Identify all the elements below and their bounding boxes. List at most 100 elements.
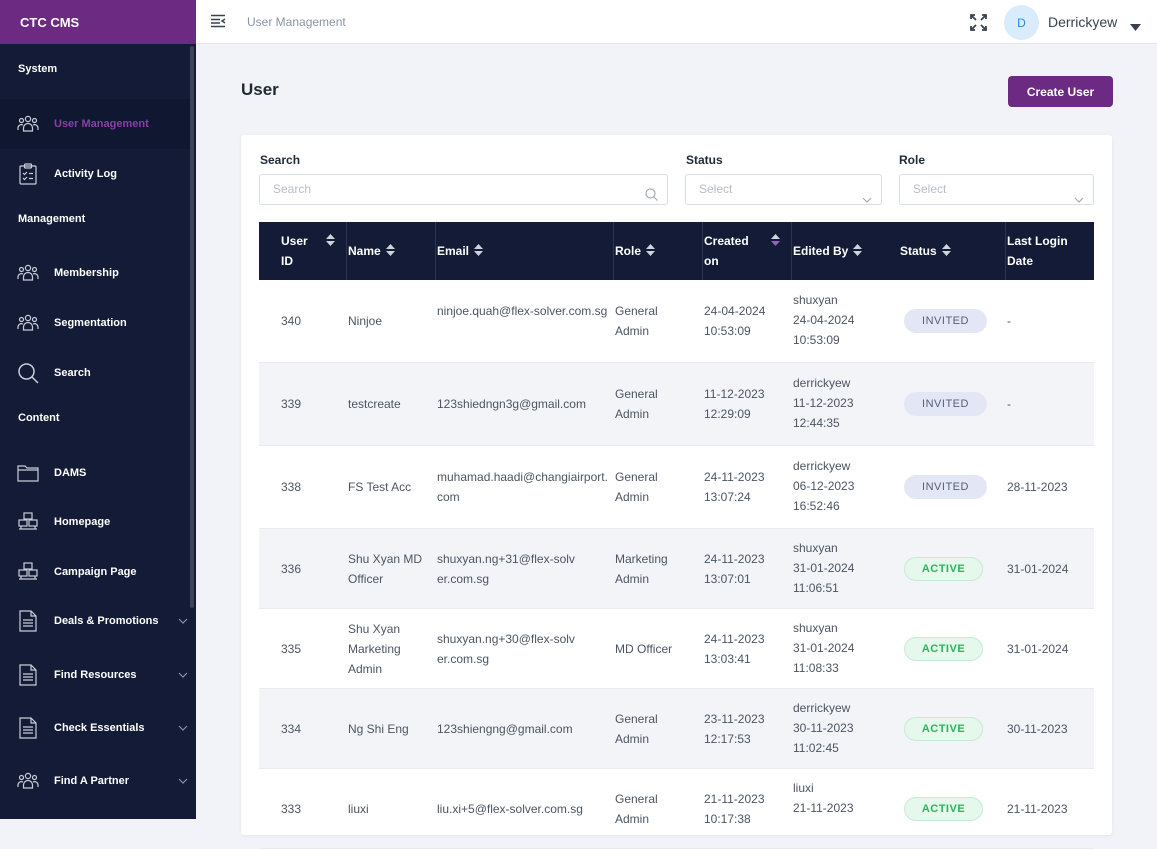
sidebar-item-label: Deals & Promotions (54, 615, 159, 627)
status-select[interactable]: Select (685, 174, 882, 205)
column-role[interactable]: Role (615, 241, 656, 262)
sort-icon[interactable] (326, 232, 335, 252)
column-status[interactable]: Status (900, 241, 951, 262)
role-select[interactable]: Select (899, 174, 1094, 205)
sidebar-scrollbar[interactable] (190, 46, 194, 608)
sort-icon (646, 242, 656, 262)
status-badge: ACTIVE (904, 637, 983, 661)
document-icon (17, 610, 39, 632)
cell-last-login: 31-01-2024 (1007, 562, 1069, 576)
cell-email: shuxyan.ng+31@flex-solver.com.sg (437, 552, 575, 586)
user-name[interactable]: Derrickyew (1048, 14, 1118, 30)
cell-email: 123shiengng@gmail.com (437, 722, 573, 736)
sidebar-item-find-resources[interactable]: Find Resources (0, 650, 190, 700)
status-badge: INVITED (904, 475, 987, 499)
status-badge: ACTIVE (904, 717, 983, 741)
table-row[interactable]: 339 testcreate 123shiedngn3g@gmail.com G… (259, 363, 1094, 446)
chevron-down-icon[interactable] (178, 775, 188, 787)
menu-toggle-icon[interactable] (210, 14, 226, 33)
sidebar-item-deals-promotions[interactable]: Deals & Promotions (0, 596, 190, 646)
cell-user-id: 336 (281, 562, 302, 576)
edited-on-date: 31-01-2024 11:08:33 (793, 641, 855, 675)
search-input[interactable]: Search (259, 174, 668, 205)
section-content: Content (18, 412, 60, 424)
sidebar-item-membership[interactable]: Membership (0, 248, 190, 298)
sidebar-item-search[interactable]: Search (0, 348, 190, 398)
table-row[interactable]: 338 FS Test Acc muhamad.haadi@changiairp… (259, 446, 1094, 529)
cell-name: Shu Xyan Marketing Admin (348, 622, 401, 676)
cell-role: General Admin (615, 470, 658, 504)
section-management: Management (18, 213, 86, 225)
status-badge: ACTIVE (904, 557, 983, 581)
sidebar-item-dams[interactable]: DAMS (0, 448, 190, 498)
chevron-down-icon[interactable] (178, 615, 188, 627)
sort-icon (941, 242, 951, 262)
edited-on-date: 30-11-2023 11:02:45 (793, 721, 854, 755)
chevron-down-icon (1074, 185, 1084, 214)
sidebar: CTC CMS System User Management Activity … (0, 0, 196, 819)
sidebar-item-check-essentials[interactable]: Check Essentials (0, 703, 190, 753)
sidebar-item-label: Homepage (54, 516, 111, 528)
edited-by-user: derrickyew (793, 701, 851, 715)
table-row[interactable]: 336 Shu Xyan MD Officer shuxyan.ng+31@fl… (259, 529, 1094, 609)
table-row[interactable]: 333 liuxi liu.xi+5@flex-solver.com.sg Ge… (259, 769, 1094, 849)
sidebar-item-campaign-page[interactable]: Campaign Page (0, 547, 190, 597)
sort-desc-icon[interactable] (771, 232, 780, 252)
table-row[interactable]: 335 Shu Xyan Marketing Admin shuxyan.ng+… (259, 609, 1094, 689)
document-icon (17, 664, 39, 686)
status-badge: ACTIVE (904, 797, 983, 821)
caret-down-icon[interactable] (1130, 18, 1141, 36)
table-row[interactable]: 340 Ninjoe ninjoe.quah@flex-solver.com.s… (259, 280, 1094, 363)
column-created-on[interactable]: Created on (704, 234, 749, 268)
cell-edited-by: derrickyew 30-11-2023 11:02:45 (793, 698, 865, 758)
sidebar-item-label: Segmentation (54, 317, 127, 329)
sidebar-item-user-management[interactable]: User Management (0, 99, 190, 149)
column-last-login-date[interactable]: Last Login Date (1007, 234, 1068, 268)
cell-user-id: 338 (281, 480, 302, 494)
cell-email: 123shiedngn3g@gmail.com (437, 397, 586, 411)
chevron-down-icon[interactable] (178, 669, 188, 681)
cell-edited-by: derrickyew 11-12-2023 12:44:35 (793, 373, 865, 433)
sidebar-item-activity-log[interactable]: Activity Log (0, 149, 190, 199)
cell-created-on: 11-12-2023 12:29:09 (704, 387, 765, 421)
cell-last-login: 31-01-2024 (1007, 642, 1069, 656)
clipboard-icon (17, 163, 39, 185)
sort-icon (474, 242, 484, 262)
cell-last-login: - (1007, 397, 1011, 411)
cell-email: ninjoe.quah@flex-solver.com.sg (437, 304, 608, 318)
chevron-down-icon[interactable] (178, 722, 188, 734)
cell-last-login: - (1007, 314, 1011, 328)
cell-last-login: 21-11-2023 (1007, 802, 1068, 816)
edited-on-date: 21-11-2023 (793, 801, 854, 815)
search-placeholder: Search (273, 182, 312, 196)
cell-name: testcreate (348, 397, 401, 411)
cell-user-id: 335 (281, 642, 302, 656)
avatar[interactable]: D (1004, 5, 1039, 40)
boxes-icon (17, 561, 39, 583)
table-row[interactable]: 334 Ng Shi Eng 123shiengng@gmail.com Gen… (259, 689, 1094, 769)
create-user-button[interactable]: Create User (1008, 76, 1113, 107)
breadcrumb[interactable]: User Management (247, 15, 346, 29)
cell-user-id: 340 (281, 314, 302, 328)
cell-user-id: 333 (281, 802, 302, 816)
users-icon (17, 262, 39, 284)
cell-role: Marketing Admin (615, 552, 668, 586)
fullscreen-icon[interactable] (970, 14, 987, 36)
cell-email: liu.xi+5@flex-solver.com.sg (437, 802, 583, 816)
sidebar-item-find-a-partner[interactable]: Find A Partner (0, 756, 190, 806)
column-user-id[interactable]: User ID (281, 234, 308, 268)
sidebar-item-segmentation[interactable]: Segmentation (0, 298, 190, 348)
brand-logo: CTC CMS (0, 0, 196, 44)
status-badge: INVITED (904, 392, 987, 416)
edited-on-date: 11-12-2023 12:44:35 (793, 396, 854, 430)
column-email[interactable]: Email (437, 241, 484, 262)
cell-role: General Admin (615, 387, 658, 421)
column-status-label: Status (900, 244, 937, 258)
status-label: Status (686, 153, 723, 167)
sidebar-item-label: User Management (54, 118, 149, 130)
edited-by-user: derrickyew (793, 459, 851, 473)
edited-on-date: 31-01-2024 11:06:51 (793, 561, 855, 595)
column-edited-by[interactable]: Edited By (793, 241, 863, 262)
column-name[interactable]: Name (348, 241, 395, 262)
sidebar-item-homepage[interactable]: Homepage (0, 497, 190, 547)
